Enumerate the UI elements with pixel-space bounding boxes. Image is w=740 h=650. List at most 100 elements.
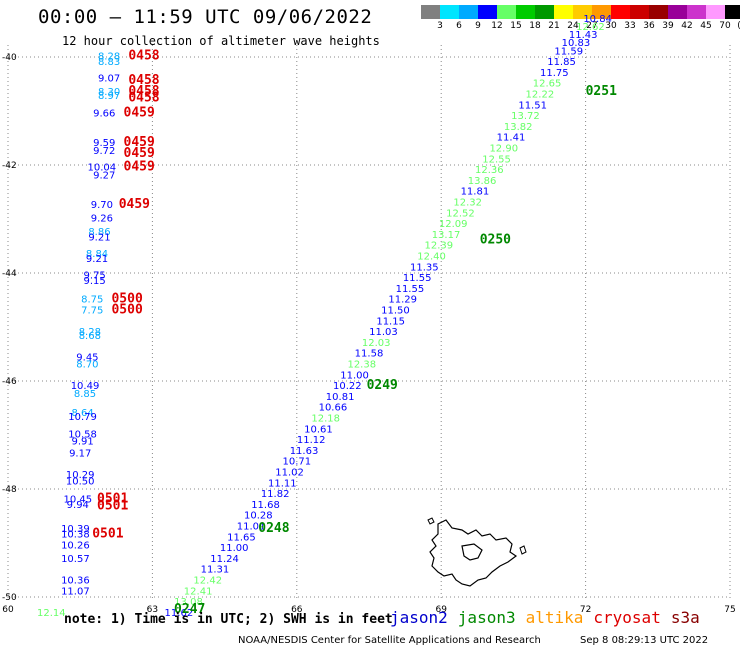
wave-height-value: 10.79 xyxy=(68,412,97,423)
pass-time-label: 0500 xyxy=(111,303,142,318)
pass-time-label: 0458 xyxy=(128,90,159,105)
wave-height-value: 8.28 xyxy=(98,52,120,63)
small-island xyxy=(519,545,527,555)
wave-height-value: 9.59 xyxy=(93,138,115,149)
wave-height-value: 11.51 xyxy=(518,100,547,111)
wave-height-value: 11.35 xyxy=(410,262,439,273)
colorbar-label: 21 xyxy=(548,21,560,31)
pass-time-label: 0459 xyxy=(124,159,155,174)
wave-height-value: 10.29 xyxy=(66,470,95,481)
pass-time-label: 0500 xyxy=(111,292,142,307)
x-tick-label: 75 xyxy=(724,605,735,615)
pass-time-label: 0459 xyxy=(124,146,155,161)
colorbar-label: 9 xyxy=(475,21,481,31)
wave-height-value: 10.50 xyxy=(66,477,95,488)
colorbar-cell xyxy=(554,5,573,19)
wave-height-value: 8.70 xyxy=(76,360,98,371)
y-tick-label: -50 xyxy=(2,593,17,603)
wave-height-value: 12.62 xyxy=(576,22,605,33)
wave-height-value: 11.02 xyxy=(275,468,304,479)
island-peninsula xyxy=(461,543,483,561)
colorbar-label: 24 xyxy=(567,21,579,31)
wave-height-value: 11.58 xyxy=(355,349,384,360)
wave-height-value: 9.66 xyxy=(93,108,115,119)
wave-height-value: 13.72 xyxy=(511,111,540,122)
wave-height-value: 11.00 xyxy=(340,370,369,381)
y-tick-label: -46 xyxy=(2,377,17,387)
wave-height-value: 10.71 xyxy=(282,457,311,468)
wave-height-value: 11.85 xyxy=(547,57,576,68)
wave-height-value: 13.82 xyxy=(504,122,533,133)
wave-height-value: 12.55 xyxy=(482,154,511,165)
colorbar-label: 6 xyxy=(456,21,462,31)
colorbar-cell xyxy=(649,5,668,19)
pass-time-label: 0458 xyxy=(128,73,159,88)
legend-item-s3a: s3a xyxy=(670,608,700,627)
wave-height-value: 8.75 xyxy=(81,295,103,306)
wave-height-value: 10.49 xyxy=(71,381,100,392)
y-tick-label: -44 xyxy=(2,269,17,279)
wave-height-value: 11.63 xyxy=(290,446,319,457)
pass-time-label: 0501 xyxy=(97,492,128,507)
wave-height-value: 12.38 xyxy=(347,360,376,371)
colorbar-label: 18 xyxy=(529,21,541,31)
wave-height-value: 8.68 xyxy=(79,331,101,342)
wave-height-value: 12.09 xyxy=(439,219,468,230)
colorbar-label: 3 xyxy=(437,21,443,31)
wave-height-value: 9.75 xyxy=(84,270,106,281)
wave-height-value: 12.32 xyxy=(453,198,482,209)
grid-lines xyxy=(7,45,731,600)
wave-height-value: 13.86 xyxy=(468,176,497,187)
wave-height-value: 10.04 xyxy=(88,162,117,173)
wave-height-value: 9.21 xyxy=(86,254,108,265)
colorbar-cell xyxy=(687,5,706,19)
colorbar-cell xyxy=(459,5,478,19)
wave-height-value: 9.07 xyxy=(98,73,120,84)
colorbar-label: (ft) xyxy=(737,21,740,31)
colorbar-cell xyxy=(668,5,687,19)
legend-item-jason2: jason2 xyxy=(390,608,448,627)
wave-height-value: 12.39 xyxy=(424,241,453,252)
wave-height-value: 10.36 xyxy=(61,576,90,587)
pass-time-label: 0249 xyxy=(367,378,398,393)
axis-tick-labels: 60 63 66 69 72 75 -40 -42 -44 -46 -48 -50 xyxy=(2,53,736,615)
wave-height-value: 10.58 xyxy=(68,430,97,441)
wave-height-value: 10.28 xyxy=(244,511,273,522)
wave-height-value: 10.81 xyxy=(326,392,355,403)
wave-height-value: 8.28 xyxy=(79,327,101,338)
pass-time-label: 0459 xyxy=(119,197,150,212)
wave-height-value: 12.22 xyxy=(526,90,555,101)
wave-height-value: 12.36 xyxy=(475,165,504,176)
wave-height-value: 12.40 xyxy=(417,252,446,263)
colorbar-cell xyxy=(535,5,554,19)
pass-time-label: 0251 xyxy=(586,84,617,99)
wave-height-value: 7.75 xyxy=(81,306,103,317)
colorbar-label: 70 xyxy=(719,21,731,31)
pass-time-labels: 0458045804580458045904590459045904590500… xyxy=(92,49,617,618)
wave-height-value: 12.14 xyxy=(37,608,66,619)
wave-height-value: 10.38 xyxy=(61,530,90,541)
wave-height-value: 9.15 xyxy=(84,276,106,287)
colorbar-label: 36 xyxy=(643,21,655,31)
colorbar-cell xyxy=(421,5,440,19)
wave-height-value: 11.82 xyxy=(261,489,290,500)
wave-height-value: 11.59 xyxy=(554,46,583,57)
chart-subtitle: 12 hour collection of altimeter wave hei… xyxy=(62,34,380,48)
wave-height-value: 9.17 xyxy=(69,449,91,460)
wave-height-value: 8.97 xyxy=(98,91,120,102)
wave-height-value: 8.30 xyxy=(98,87,120,98)
colorbar-cell xyxy=(630,5,649,19)
wave-height-value: 11.03 xyxy=(369,327,398,338)
small-island xyxy=(427,517,435,525)
wave-height-value: 8.85 xyxy=(74,389,96,400)
wave-height-value: 12.03 xyxy=(362,338,391,349)
wave-height-value: 10.26 xyxy=(61,540,90,551)
colorbar-cell xyxy=(725,5,740,19)
wave-height-value: 11.15 xyxy=(376,316,405,327)
colorbar xyxy=(421,5,740,19)
legend-item-jason3: jason3 xyxy=(457,608,516,627)
wave-height-value: 12.65 xyxy=(533,79,562,90)
wave-height-value: 11.55 xyxy=(396,284,425,295)
colorbar-label: 42 xyxy=(681,21,693,31)
wave-height-value: 9.26 xyxy=(91,214,113,225)
